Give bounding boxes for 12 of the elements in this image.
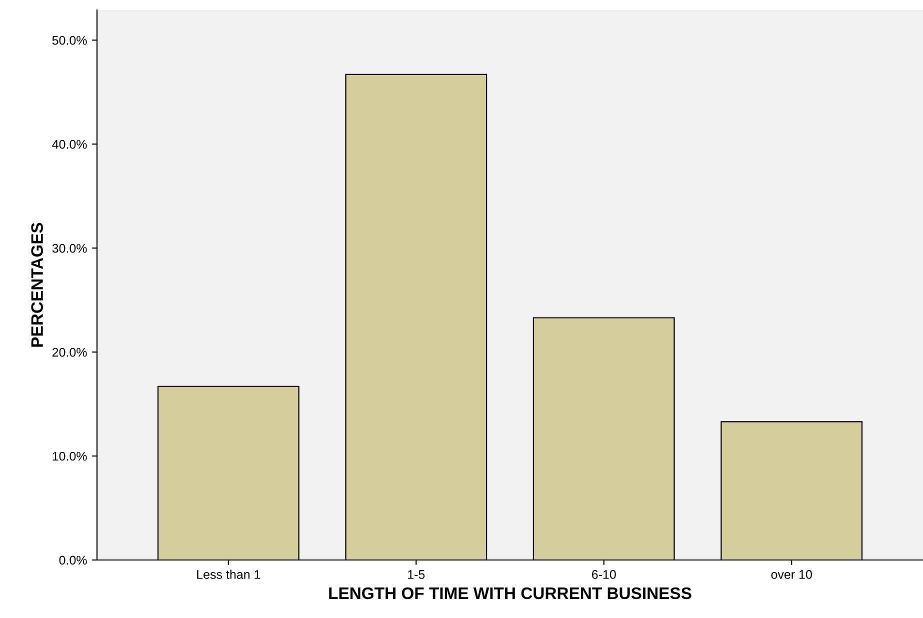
x-tick-label: Less than 1 [197,570,260,579]
y-axis-title: PERCENTAGES [31,222,43,347]
y-tick-label: 0.0% [59,556,87,565]
y-tick-label: 10.0% [52,452,87,461]
x-tick-label: 1-5 [408,570,425,579]
y-tick-label: 20.0% [52,348,87,357]
y-tick-label: 50.0% [52,36,87,45]
y-tick-label: 30.0% [52,244,87,253]
x-tick-label: over 10 [771,570,812,579]
y-tick-label: 40.0% [52,140,87,149]
x-axis-title: LENGTH OF TIME WITH CURRENT BUSINESS [329,587,692,600]
x-tick-label: 6-10 [592,570,616,579]
